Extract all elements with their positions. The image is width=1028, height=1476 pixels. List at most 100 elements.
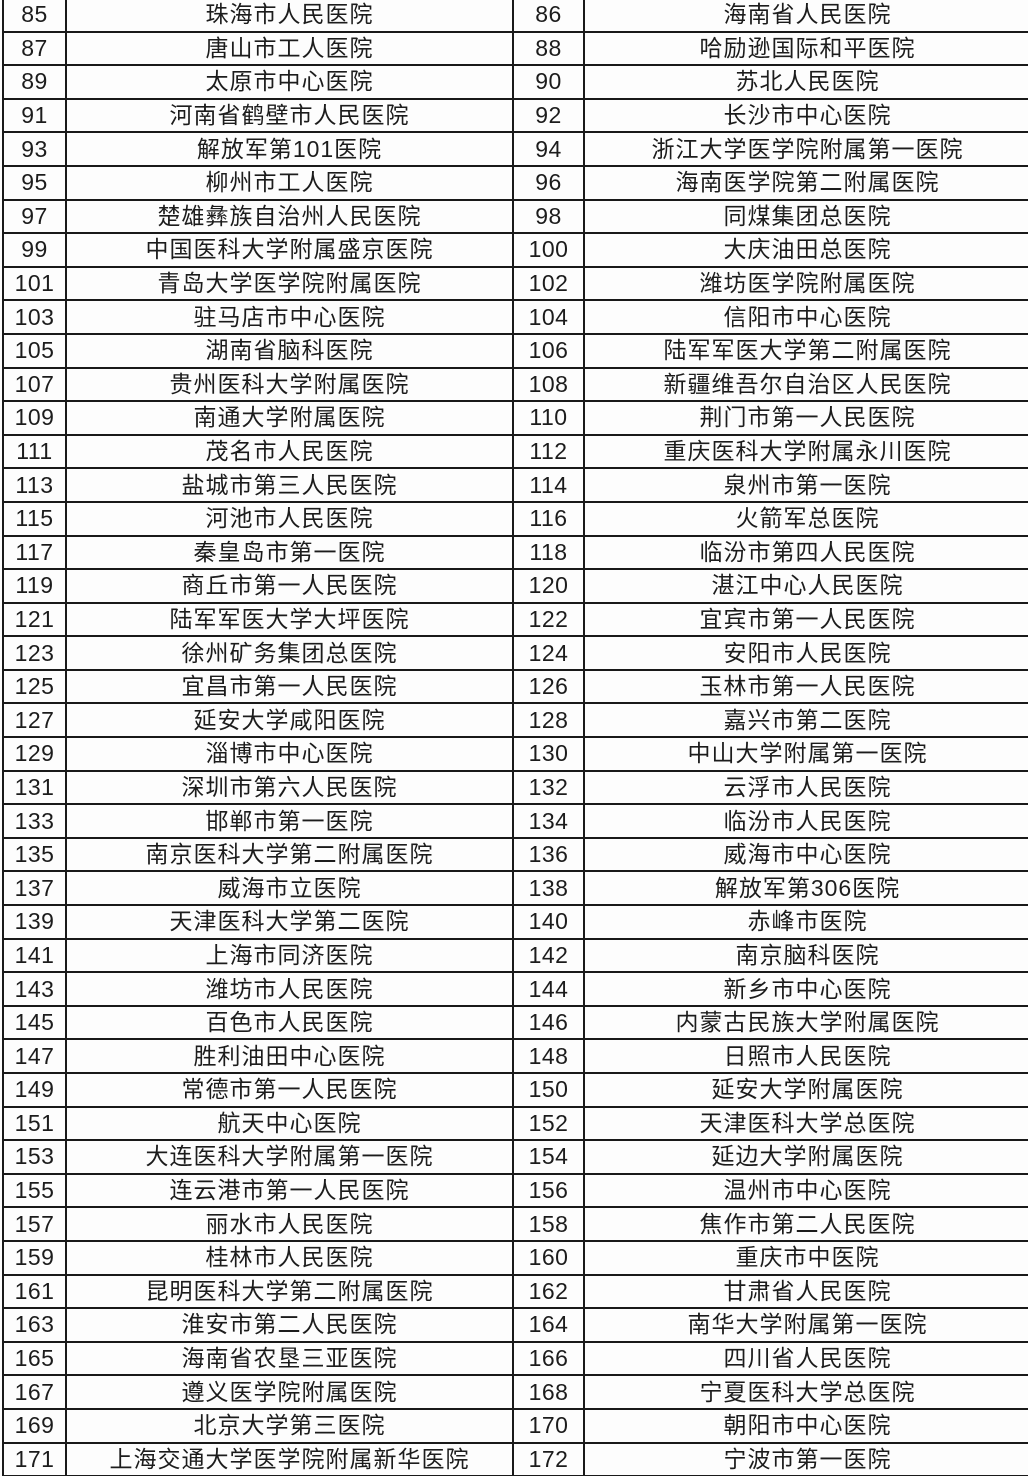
rank-cell: 92 [512, 97, 585, 134]
rank-cell: 100 [512, 232, 585, 268]
rank-cell: 171 [2, 1441, 67, 1476]
hospital-name-cell: 天津医科大学第二医院 [65, 904, 514, 940]
rank-cell: 124 [512, 635, 585, 671]
rank-cell: 126 [512, 668, 585, 705]
hospital-name-cell: 河南省鹤壁市人民医院 [65, 97, 514, 134]
hospital-name-cell: 延安大学咸阳医院 [65, 702, 514, 739]
table-row: 109 南通大学附属医院 110 荆门市第一人民医院 [2, 400, 1028, 436]
rank-cell: 134 [512, 803, 585, 839]
table-row: 113 盐城市第三人民医院 114 泉州市第一医院 [2, 467, 1028, 503]
rank-cell: 139 [2, 904, 67, 940]
hospital-name-cell: 苏北人民医院 [583, 64, 1028, 100]
rank-cell: 106 [512, 332, 585, 369]
rank-cell: 118 [512, 534, 585, 571]
rank-cell: 113 [2, 467, 67, 503]
hospital-name-cell: 浙江大学医学院附属第一医院 [583, 131, 1028, 167]
table-row: 171 上海交通大学医学院附属新华医院 172 宁波市第一医院 [2, 1441, 1028, 1476]
hospital-name-cell: 驻马店市中心医院 [65, 299, 514, 335]
hospital-name-cell: 航天中心医院 [65, 1105, 514, 1142]
hospital-name-cell: 湛江中心人民医院 [583, 568, 1028, 604]
rank-cell: 86 [512, 0, 585, 33]
hospital-name-cell: 同煤集团总医院 [583, 198, 1028, 235]
table-row: 155 连云港市第一人民医院 156 温州市中心医院 [2, 1172, 1028, 1209]
rank-cell: 135 [2, 836, 67, 873]
hospital-name-cell: 湖南省脑科医院 [65, 332, 514, 369]
rank-cell: 127 [2, 702, 67, 739]
hospital-name-cell: 淄博市中心医院 [65, 736, 514, 772]
hospital-name-cell: 宜昌市第一人民医院 [65, 668, 514, 705]
hospital-name-cell: 临汾市第四人民医院 [583, 534, 1028, 571]
rank-cell: 140 [512, 904, 585, 940]
rank-cell: 108 [512, 366, 585, 403]
rank-cell: 130 [512, 736, 585, 772]
rank-cell: 120 [512, 568, 585, 604]
hospital-name-cell: 上海交通大学医学院附属新华医院 [65, 1441, 514, 1476]
table-row: 151 航天中心医院 152 天津医科大学总医院 [2, 1105, 1028, 1142]
hospital-name-cell: 宜宾市第一人民医院 [583, 601, 1028, 638]
rank-cell: 104 [512, 299, 585, 335]
hospital-name-cell: 宁波市第一医院 [583, 1441, 1028, 1476]
hospital-name-cell: 陆军军医大学大坪医院 [65, 601, 514, 638]
hospital-name-cell: 商丘市第一人民医院 [65, 568, 514, 604]
rank-cell: 151 [2, 1105, 67, 1142]
table-row: 127 延安大学咸阳医院 128 嘉兴市第二医院 [2, 702, 1028, 739]
hospital-name-cell: 重庆医科大学附属永川医院 [583, 433, 1028, 470]
rank-cell: 111 [2, 433, 67, 470]
hospital-name-cell: 唐山市工人医院 [65, 30, 514, 67]
hospital-name-cell: 楚雄彝族自治州人民医院 [65, 198, 514, 235]
rank-cell: 145 [2, 1004, 67, 1041]
hospital-name-cell: 火箭军总医院 [583, 500, 1028, 537]
table-row: 157 丽水市人民医院 158 焦作市第二人民医院 [2, 1206, 1028, 1242]
rank-cell: 94 [512, 131, 585, 167]
rank-cell: 170 [512, 1407, 585, 1444]
rank-cell: 128 [512, 702, 585, 739]
rank-cell: 89 [2, 64, 67, 100]
rank-cell: 132 [512, 769, 585, 806]
table-row: 129 淄博市中心医院 130 中山大学附属第一医院 [2, 736, 1028, 772]
rank-cell: 148 [512, 1038, 585, 1074]
hospital-name-cell: 柳州市工人医院 [65, 164, 514, 201]
rank-cell: 137 [2, 870, 67, 907]
table-row: 145 百色市人民医院 146 内蒙古民族大学附属医院 [2, 1004, 1028, 1041]
hospital-name-cell: 大庆油田总医院 [583, 232, 1028, 268]
rank-cell: 98 [512, 198, 585, 235]
hospital-name-cell: 四川省人民医院 [583, 1340, 1028, 1377]
rank-cell: 131 [2, 769, 67, 806]
rank-cell: 166 [512, 1340, 585, 1377]
rank-cell: 101 [2, 265, 67, 302]
table-row: 159 桂林市人民医院 160 重庆市中医院 [2, 1239, 1028, 1276]
rank-cell: 156 [512, 1172, 585, 1209]
table-row: 97 楚雄彝族自治州人民医院 98 同煤集团总医院 [2, 198, 1028, 235]
table-row: 147 胜利油田中心医院 148 日照市人民医院 [2, 1038, 1028, 1074]
rank-cell: 90 [512, 64, 585, 100]
hospital-name-cell: 长沙市中心医院 [583, 97, 1028, 134]
hospital-name-cell: 新疆维吾尔自治区人民医院 [583, 366, 1028, 403]
hospital-name-cell: 解放军第306医院 [583, 870, 1028, 907]
rank-cell: 147 [2, 1038, 67, 1074]
hospital-name-cell: 茂名市人民医院 [65, 433, 514, 470]
hospital-name-cell: 河池市人民医院 [65, 500, 514, 537]
rank-cell: 122 [512, 601, 585, 638]
table-row: 137 威海市立医院 138 解放军第306医院 [2, 870, 1028, 907]
rank-cell: 160 [512, 1239, 585, 1276]
table-row: 101 青岛大学医学院附属医院 102 潍坊医学院附属医院 [2, 265, 1028, 302]
hospital-name-cell: 北京大学第三医院 [65, 1407, 514, 1444]
table-row: 117 秦皇岛市第一医院 118 临汾市第四人民医院 [2, 534, 1028, 571]
table-row: 115 河池市人民医院 116 火箭军总医院 [2, 500, 1028, 537]
hospital-name-cell: 日照市人民医院 [583, 1038, 1028, 1074]
rank-cell: 99 [2, 232, 67, 268]
rank-cell: 85 [2, 0, 67, 33]
hospital-name-cell: 中山大学附属第一医院 [583, 736, 1028, 772]
table-row: 143 潍坊市人民医院 144 新乡市中心医院 [2, 971, 1028, 1007]
table-row: 105 湖南省脑科医院 106 陆军军医大学第二附属医院 [2, 332, 1028, 369]
hospital-name-cell: 太原市中心医院 [65, 64, 514, 100]
rank-cell: 168 [512, 1374, 585, 1410]
rank-cell: 96 [512, 164, 585, 201]
rank-cell: 144 [512, 971, 585, 1007]
rank-cell: 154 [512, 1139, 585, 1175]
hospital-name-cell: 哈励逊国际和平医院 [583, 30, 1028, 67]
rank-cell: 129 [2, 736, 67, 772]
table-row: 103 驻马店市中心医院 104 信阳市中心医院 [2, 299, 1028, 335]
table-row: 139 天津医科大学第二医院 140 赤峰市医院 [2, 904, 1028, 940]
rank-cell: 105 [2, 332, 67, 369]
